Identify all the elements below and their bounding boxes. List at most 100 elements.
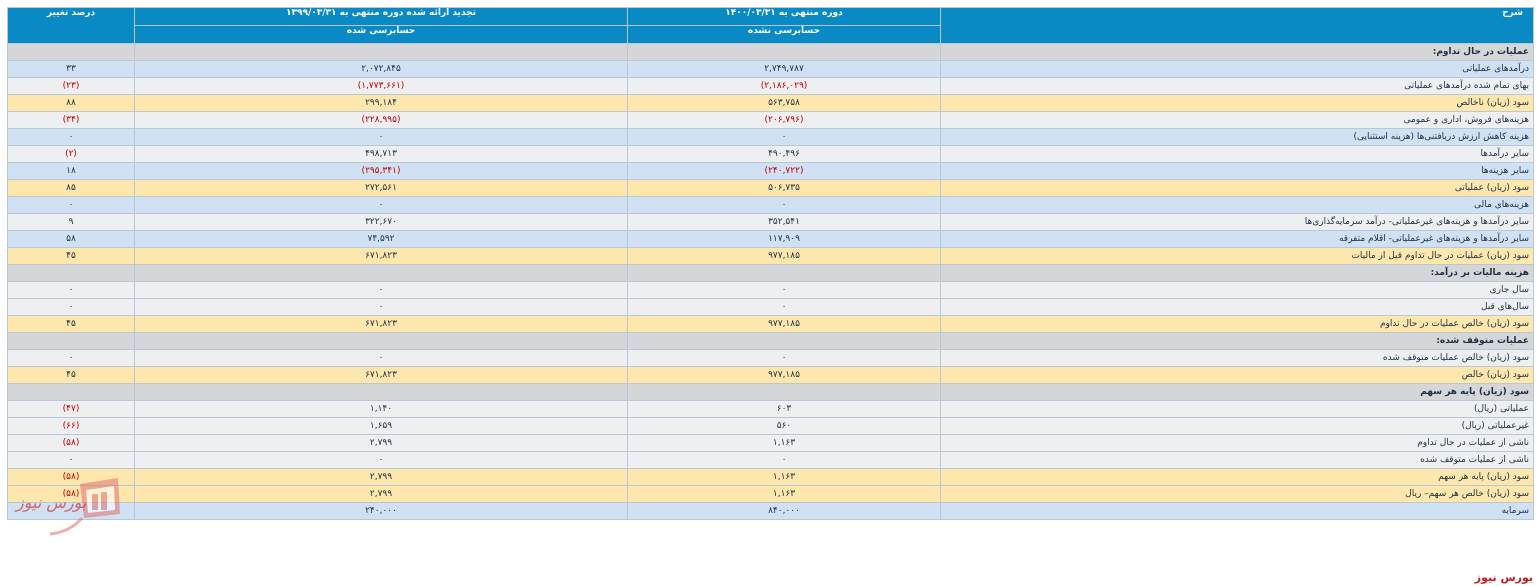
empty-cell <box>7 332 135 350</box>
table-row: ناشی از عملیات در حال تداوم ۱,۱۶۳ ۲,۷۹۹ (۵۸… <box>7 434 1534 452</box>
percent-change-value: (۲) <box>7 145 135 163</box>
percent-change-value: ۱۸ <box>7 162 135 180</box>
table-row: سال جاری ۰ ۰ ۰ <box>7 281 1534 299</box>
row-description: سرمایه <box>940 502 1534 520</box>
col-prior-subheader: حسابرسی شده <box>134 25 628 44</box>
current-period-value: ۵۶۳,۷۵۸ <box>627 94 941 112</box>
current-period-value: ۴۹۰,۴۹۶ <box>627 145 941 163</box>
row-description: سال‌های قبل <box>940 298 1534 316</box>
section-row: سود (زیان) پایه هر سهم <box>7 383 1534 401</box>
col-prior-header: تجدید ارائه شده دوره منتهی به ۱۳۹۹/۰۳/۳۱ <box>134 7 628 26</box>
income-statement-table: شرح دوره منتهی به ۱۴۰۰/۰۳/۳۱ تجدید ارائه… <box>7 7 1534 520</box>
table-row: سود (زیان) ناخالص ۵۶۳,۷۵۸ ۲۹۹,۱۸۴ ۸۸ <box>7 94 1534 112</box>
col-change-header: درصد تغییر <box>7 7 135 44</box>
empty-cell <box>134 43 628 61</box>
current-period-value: (۲۴۰,۷۲۲) <box>627 162 941 180</box>
col-current-subheader: حسابرسی نشده <box>627 25 941 44</box>
row-description: هزینه‌های فروش، اداری و عمومی <box>940 111 1534 129</box>
current-period-value: ۱,۱۶۳ <box>627 434 941 452</box>
row-description: غیرعملیاتی (ریال) <box>940 417 1534 435</box>
percent-change-value: ۴۵ <box>7 247 135 265</box>
table-row: هزینه کاهش ارزش دریافتنی‌ها (هزینه استثن… <box>7 128 1534 146</box>
percent-change-value: (۵۸) <box>7 434 135 452</box>
row-description: سود (زیان) خالص <box>940 366 1534 384</box>
prior-period-value: (۱,۷۷۳,۶۶۱) <box>134 77 628 95</box>
table-row: سایر درآمدها ۴۹۰,۴۹۶ ۴۹۸,۷۱۳ (۲) <box>7 145 1534 163</box>
section-title: عملیات در حال تداوم: <box>940 43 1534 61</box>
row-description: سایر هزینه‌ها <box>940 162 1534 180</box>
empty-cell <box>7 43 135 61</box>
percent-change-value: ۸۸ <box>7 94 135 112</box>
current-period-value: ۱,۱۶۳ <box>627 485 941 503</box>
empty-cell <box>134 383 628 401</box>
current-period-value: ۱۱۷,۹۰۹ <box>627 230 941 248</box>
current-period-value: ۹۷۷,۱۸۵ <box>627 366 941 384</box>
table-row: سود (زیان) عملیاتی ۵۰۶,۷۳۵ ۲۷۲,۵۶۱ ۸۵ <box>7 179 1534 197</box>
prior-period-value: ۰ <box>134 196 628 214</box>
percent-change-value: ۰ <box>7 128 135 146</box>
table-row: سایر درآمدها و هزینه‌های غیرعملیاتی- اقل… <box>7 230 1534 248</box>
row-description: سود (زیان) پایه هر سهم <box>940 468 1534 486</box>
bourse-news-watermark-logo: بورس نیوز <box>14 478 120 536</box>
empty-cell <box>627 383 941 401</box>
percent-change-value: (۲۳) <box>7 77 135 95</box>
row-description: سود (زیان) ناخالص <box>940 94 1534 112</box>
prior-period-value: ۰ <box>134 128 628 146</box>
prior-period-value: ۰ <box>134 451 628 469</box>
row-description: درآمدهای عملیاتی <box>940 60 1534 78</box>
percent-change-value: ۹ <box>7 213 135 231</box>
header-row: شرح دوره منتهی به ۱۴۰۰/۰۳/۳۱ تجدید ارائه… <box>7 7 1534 44</box>
table-row: غیرعملیاتی (ریال) ۵۶۰ ۱,۶۵۹ (۶۶) <box>7 417 1534 435</box>
prior-period-value: ۶۷۱,۸۲۳ <box>134 315 628 333</box>
current-period-value: ۰ <box>627 281 941 299</box>
empty-cell <box>627 43 941 61</box>
current-period-value: ۰ <box>627 128 941 146</box>
section-row: عملیات در حال تداوم: <box>7 43 1534 61</box>
percent-change-value: ۳۳ <box>7 60 135 78</box>
prior-period-value: ۳۲۲,۶۷۰ <box>134 213 628 231</box>
current-period-value: ۹۷۷,۱۸۵ <box>627 247 941 265</box>
section-title: سود (زیان) پایه هر سهم <box>940 383 1534 401</box>
percent-change-value: ۸۵ <box>7 179 135 197</box>
row-description: هزینه‌های مالی <box>940 196 1534 214</box>
row-description: سایر درآمدها و هزینه‌های غیرعملیاتی- اقل… <box>940 230 1534 248</box>
percent-change-value: ۴۵ <box>7 315 135 333</box>
current-period-value: ۵۶۰ <box>627 417 941 435</box>
section-row: عملیات متوقف شده: <box>7 332 1534 350</box>
footer-brand: بورس نیوز <box>1474 571 1533 584</box>
percent-change-value: ۰ <box>7 451 135 469</box>
percent-change-value: ۰ <box>7 281 135 299</box>
row-description: سایر درآمدها <box>940 145 1534 163</box>
percent-change-value: (۳۴) <box>7 111 135 129</box>
prior-period-value: ۲,۷۹۹ <box>134 468 628 486</box>
prior-period-value: ۱,۶۵۹ <box>134 417 628 435</box>
percent-change-value: ۵۸ <box>7 230 135 248</box>
prior-period-value: ۰ <box>134 349 628 367</box>
row-description: سود (زیان) خالص عملیات متوقف شده <box>940 349 1534 367</box>
table-row: ناشی از عملیات متوقف شده ۰ ۰ ۰ <box>7 451 1534 469</box>
prior-period-value: ۱,۱۴۰ <box>134 400 628 418</box>
table-row: بهای تمام شده درآمدهای عملیاتی (۲,۱۸۶,۰۲۹… <box>7 77 1534 95</box>
prior-period-value: ۶۷۱,۸۲۳ <box>134 366 628 384</box>
percent-change-value: ۴۵ <box>7 366 135 384</box>
prior-period-value: ۲,۰۷۲,۸۴۵ <box>134 60 628 78</box>
prior-period-value: ۰ <box>134 298 628 316</box>
prior-period-value: (۲۹۵,۳۴۱) <box>134 162 628 180</box>
current-period-value: (۲۰۶,۷۹۶) <box>627 111 941 129</box>
table-row: سود (زیان) عملیات در حال تداوم قبل از ما… <box>7 247 1534 265</box>
row-description: سایر درآمدها و هزینه‌های غیرعملیاتی- درآ… <box>940 213 1534 231</box>
table-row: سود (زیان) خالص عملیات در حال تداوم ۹۷۷,۱… <box>7 315 1534 333</box>
prior-period-value: ۲۴۰,۰۰۰ <box>134 502 628 520</box>
table-row: سال‌های قبل ۰ ۰ ۰ <box>7 298 1534 316</box>
prior-period-value: ۶۷۱,۸۲۳ <box>134 247 628 265</box>
prior-period-value: ۲۹۹,۱۸۴ <box>134 94 628 112</box>
current-period-value: ۹۷۷,۱۸۵ <box>627 315 941 333</box>
prior-period-value: ۲,۷۹۹ <box>134 434 628 452</box>
percent-change-value: ۰ <box>7 349 135 367</box>
row-description: عملیاتی (ریال) <box>940 400 1534 418</box>
row-description: سال جاری <box>940 281 1534 299</box>
prior-period-value: (۲۲۸,۹۹۵) <box>134 111 628 129</box>
percent-change-value: ۰ <box>7 196 135 214</box>
percent-change-value: (۴۷) <box>7 400 135 418</box>
table-row: سرمایه ۸۴۰,۰۰۰ ۲۴۰,۰۰۰ <box>7 502 1534 520</box>
